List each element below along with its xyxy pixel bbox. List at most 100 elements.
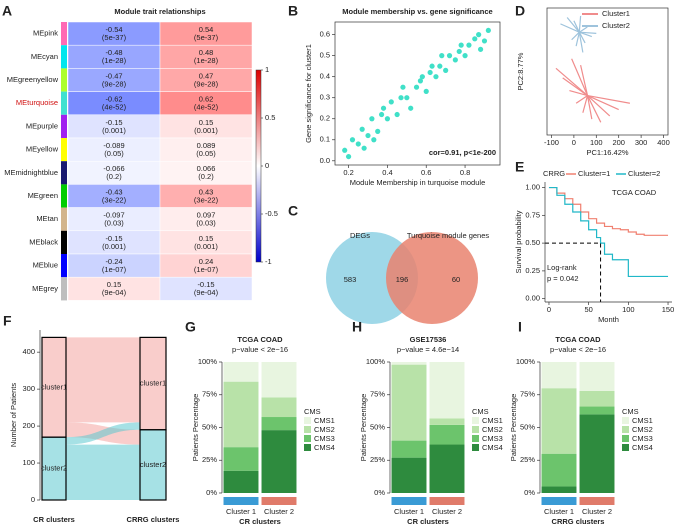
legend-key (472, 417, 479, 424)
bar-segment (261, 417, 297, 431)
stratum-label: cluster2 (41, 464, 67, 473)
y-tick-label: 75% (202, 390, 217, 399)
legend-label: Cluster=1 (578, 169, 610, 178)
x-tick-label: Cluster 1 (544, 507, 574, 516)
p-label: p = 0.042 (547, 274, 579, 283)
y-axis-label: Patients Percentage (359, 394, 368, 462)
category-strip (223, 497, 259, 505)
panel-letter: B (288, 3, 298, 19)
y-tick-label: 25% (202, 455, 217, 464)
point (342, 147, 348, 153)
module-swatch (61, 68, 67, 92)
bar-segment (541, 388, 577, 454)
point (481, 38, 488, 44)
module-swatch (61, 254, 67, 278)
point (433, 74, 439, 80)
set-label: DEGs (350, 231, 370, 240)
cell-p-value: (0.2) (198, 172, 214, 181)
bar-segment (391, 362, 427, 365)
bar-segment (223, 362, 259, 382)
point (408, 105, 414, 111)
pca-spoke (587, 95, 611, 117)
pca-spoke (587, 94, 631, 104)
cell-p-value: (4e-52) (102, 103, 127, 112)
venn-set (386, 232, 478, 324)
module-swatch (61, 22, 67, 46)
point (398, 95, 404, 101)
module-swatch (61, 91, 67, 115)
y-tick-label: 0.25 (525, 266, 540, 275)
legend-label: CMS4 (482, 443, 503, 452)
point (417, 78, 424, 84)
category-strip (391, 497, 427, 505)
annotation: TCGA COAD (612, 188, 657, 197)
flow (66, 422, 140, 445)
cell-p-value: (3e-22) (194, 195, 219, 204)
heatmap-cell (159, 276, 253, 301)
cell-value: -0.066 (103, 164, 124, 173)
pca-spoke (587, 95, 619, 111)
bar-segment (429, 424, 465, 445)
legend-key (304, 444, 311, 451)
y-tick-label: 0% (206, 488, 217, 497)
row-label: MEblue (33, 261, 58, 270)
y-tick-label: 300 (22, 384, 35, 393)
x-tick-label: 0.8 (460, 168, 470, 177)
legend-label: CMS2 (314, 425, 335, 434)
legend-key (304, 426, 311, 433)
cell-p-value: (0.001) (102, 126, 126, 135)
bar-segment (429, 444, 465, 493)
cell-p-value: (9e-28) (102, 79, 127, 88)
category-strip (579, 497, 615, 505)
point (404, 95, 410, 101)
legend-label: CMS4 (314, 443, 335, 452)
cell-value: 0.15 (107, 280, 122, 289)
cell-value: -0.24 (105, 257, 122, 266)
x-tick-label: Cluster 2 (582, 507, 612, 516)
point (361, 145, 367, 151)
pca-spoke (580, 65, 589, 96)
x-tick-label: 400 (657, 138, 670, 147)
row-label: MEcyan (31, 52, 58, 61)
pca-spoke (578, 26, 588, 33)
module-swatch (61, 184, 67, 208)
cell-p-value: (9e-04) (102, 288, 127, 297)
cell-p-value: (0.001) (194, 126, 218, 135)
point (378, 111, 385, 118)
pca-spoke (578, 15, 582, 33)
module-swatch (61, 230, 67, 254)
legend-key (304, 435, 311, 442)
y-axis-label: Patients Percentage (509, 394, 518, 462)
cell-value: 0.24 (199, 257, 214, 266)
y-tick-label: 0.75 (525, 210, 540, 219)
bar-segment (391, 364, 427, 441)
legend-label: CMS1 (632, 416, 653, 425)
bar-segment (223, 381, 259, 448)
y-tick-label: 100 (22, 458, 35, 467)
module-swatch (61, 45, 67, 69)
cell-p-value: (1e-07) (194, 265, 219, 274)
legend-label: CMS4 (632, 443, 653, 452)
pca-spoke (566, 17, 580, 33)
legend-key (472, 444, 479, 451)
row-label: MEtan (36, 214, 58, 223)
legend-title: CMS (622, 407, 639, 416)
pca-spoke (578, 31, 586, 44)
median-line (545, 242, 602, 302)
cell-value: 0.15 (199, 118, 214, 127)
y-axis-label: PC2:8.77% (516, 52, 525, 90)
cell-p-value: (0.05) (196, 149, 216, 158)
module-swatch (61, 277, 67, 301)
bar-segment (541, 453, 577, 487)
category-strip (261, 497, 297, 505)
point (394, 111, 400, 118)
annotation: cor=0.91, p<1e-200 (429, 148, 496, 157)
cell-p-value: (0.05) (104, 149, 124, 158)
point (371, 137, 377, 143)
cell-value: 0.43 (199, 187, 214, 196)
set-label: Turquoise module genes (407, 231, 490, 240)
row-label: MEgreen (28, 191, 58, 200)
panel-letter: D (515, 3, 525, 19)
point (452, 57, 458, 63)
legend-key (472, 435, 479, 442)
